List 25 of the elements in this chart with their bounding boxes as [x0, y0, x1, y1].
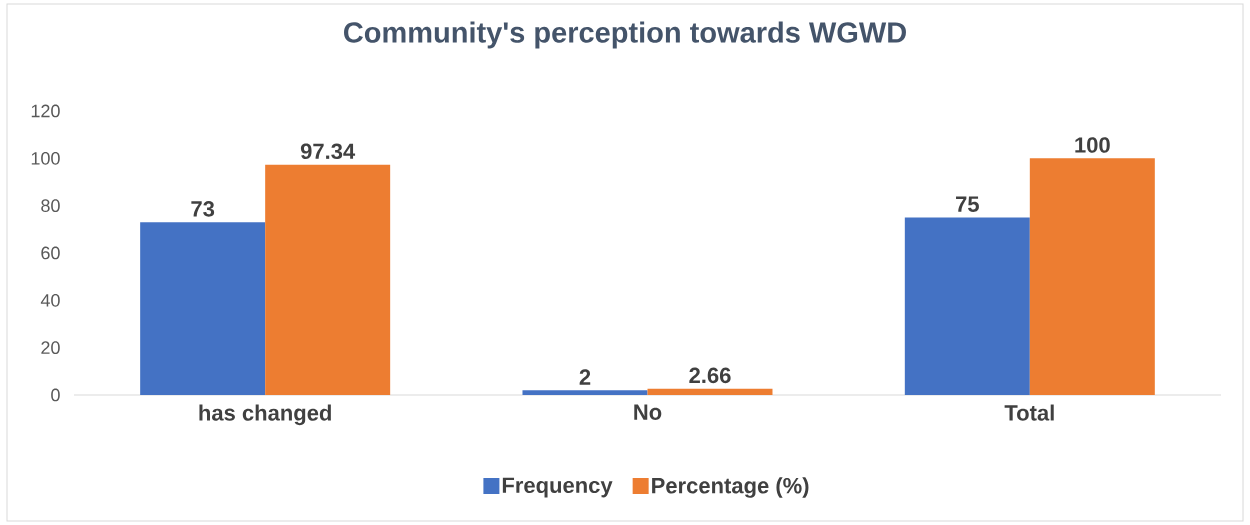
data-label: 100 — [1075, 137, 1110, 153]
bar — [647, 388, 773, 395]
bar — [140, 222, 266, 395]
y-tick-label: 80 — [41, 199, 60, 213]
data-label: 73 — [191, 201, 215, 217]
bar — [522, 390, 648, 395]
x-tick-label: has changed — [199, 404, 331, 426]
y-tick-label: 40 — [40, 293, 60, 307]
y-tick-label: 0 — [51, 388, 60, 402]
data-label: 2 — [579, 369, 591, 385]
chart-title: Community's perception towards WGWD — [344, 21, 906, 49]
y-tick-label: 60 — [41, 246, 60, 260]
data-label: 2.66 — [689, 367, 731, 384]
bar — [265, 164, 391, 395]
y-tick-label: 20 — [41, 341, 60, 355]
legend-label: Percentage (%) — [652, 477, 809, 498]
data-label: 75 — [956, 196, 979, 212]
bar — [904, 217, 1030, 395]
x-tick-label: No — [634, 404, 662, 420]
x-tick-label: Total — [1004, 404, 1054, 421]
y-tick-label: 120 — [31, 104, 60, 118]
y-tick-label: 100 — [31, 151, 60, 165]
data-label: 97.34 — [300, 143, 356, 160]
bar — [1029, 158, 1155, 395]
legend-label: Frequency — [502, 477, 613, 498]
